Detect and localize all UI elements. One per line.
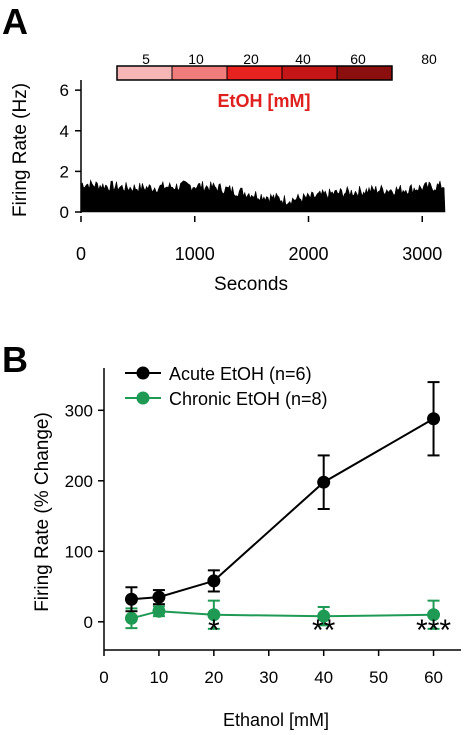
panel-b-x-axis-label: Ethanol [mM]	[223, 710, 329, 730]
y-tick-label: 4	[60, 122, 69, 141]
panel-a-x-axis-label: Seconds	[214, 274, 288, 295]
data-point-acute	[207, 574, 221, 588]
significance-marker: *	[208, 614, 220, 647]
y-tick-label: 0	[60, 203, 69, 222]
etoh-concentration-bar: 5 10 20 40 60 80 EtOH [mM]	[116, 51, 437, 111]
data-point-chronic	[427, 608, 441, 622]
data-point-chronic	[317, 609, 331, 623]
significance-marker: ***	[416, 614, 451, 647]
legend: Acute EtOH (n=6) Chronic EtOH (n=8)	[125, 364, 328, 409]
panel-a-axes: 0 2 4 6 0 1000 2000 3000	[60, 80, 442, 264]
y-tick-label: 100	[65, 542, 93, 561]
etoh-bar-outline	[116, 65, 393, 81]
data-point-acute	[124, 592, 138, 606]
y-tick-label: 200	[65, 472, 93, 491]
etoh-segment-label: 10	[188, 51, 204, 67]
series-line-acute	[131, 417, 435, 601]
x-tick-label: 50	[369, 668, 388, 687]
etoh-segment	[116, 65, 173, 81]
etoh-title: EtOH [mM]	[218, 91, 311, 111]
significance-annotations: * ** ***	[208, 614, 451, 647]
y-tick-label: 6	[60, 81, 69, 100]
firing-rate-trace	[80, 179, 446, 213]
etoh-segment	[171, 65, 228, 81]
legend-label-acute: Acute EtOH (n=6)	[169, 364, 312, 384]
legend-label-chronic: Chronic EtOH (n=8)	[169, 389, 328, 409]
x-tick-label: 0	[99, 668, 108, 687]
y-tick-label: 2	[60, 162, 69, 181]
panel-b-series	[124, 381, 441, 630]
x-tick-label: 60	[424, 668, 443, 687]
panel-a-y-axis-label: Firing Rate (Hz)	[10, 83, 31, 217]
x-tick-label: 2000	[288, 244, 328, 264]
etoh-segment-label: 40	[295, 51, 311, 67]
x-tick-label: 0	[76, 244, 86, 264]
panel-b-axes: 0 100 200 300 0 10 20 30 40 50 60	[65, 368, 461, 687]
data-point-chronic	[152, 604, 166, 618]
data-point-acute	[152, 590, 166, 604]
series-line-chronic	[131, 610, 434, 620]
data-point-chronic	[207, 608, 221, 622]
x-tick-label: 10	[149, 668, 168, 687]
x-tick-label: 40	[314, 668, 333, 687]
legend-marker-acute	[136, 366, 150, 380]
data-point-acute	[317, 475, 331, 489]
etoh-segment	[336, 65, 393, 81]
etoh-segment	[226, 65, 283, 81]
legend-entry-chronic: Chronic EtOH (n=8)	[125, 389, 328, 409]
data-point-acute	[427, 412, 441, 426]
panel-a-label: A	[2, 1, 28, 42]
x-tick-label: 3000	[402, 244, 442, 264]
etoh-segment-label: 60	[350, 51, 366, 67]
x-tick-label: 20	[204, 668, 223, 687]
panel-b-y-axis-label: Firing Rate (% Change)	[32, 412, 53, 612]
etoh-segment-label: 80	[421, 51, 437, 67]
etoh-segment-label: 20	[243, 51, 259, 67]
legend-entry-acute: Acute EtOH (n=6)	[125, 364, 312, 384]
x-tick-label: 1000	[175, 244, 215, 264]
data-point-chronic	[124, 611, 138, 625]
etoh-segment	[281, 65, 338, 81]
etoh-segment-label: 5	[142, 51, 150, 67]
significance-marker: **	[312, 614, 336, 647]
firing-rate-histogram	[80, 179, 446, 213]
legend-marker-chronic	[136, 391, 150, 405]
y-tick-label: 0	[84, 613, 93, 632]
panel-b-label: B	[2, 339, 28, 380]
x-tick-label: 30	[259, 668, 278, 687]
y-tick-label: 300	[65, 401, 93, 420]
